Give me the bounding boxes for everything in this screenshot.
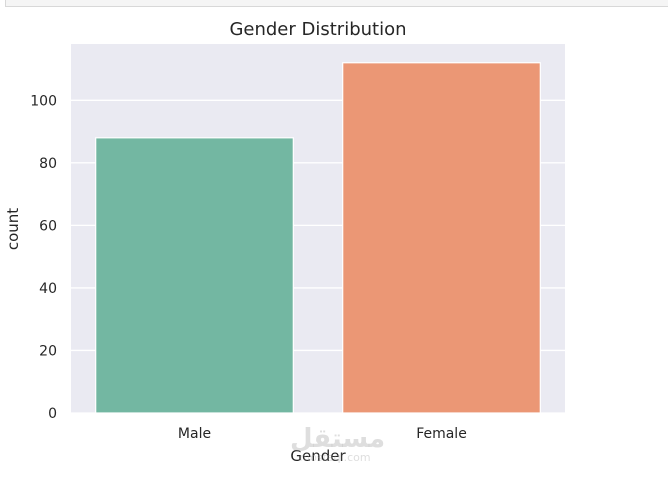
y-axis-label: count — [4, 208, 22, 250]
chart-title: Gender Distribution — [229, 19, 406, 40]
y-ticks: 0 20 40 60 80 100 — [30, 93, 57, 422]
x-ticks: Male Female — [178, 426, 467, 442]
x-tick-label: Male — [178, 426, 211, 442]
y-tick-label: 40 — [39, 281, 57, 297]
x-axis-label: Gender — [290, 447, 346, 465]
y-tick-label: 100 — [30, 93, 57, 109]
x-tick-label: Female — [416, 426, 467, 442]
y-tick-label: 60 — [39, 218, 57, 234]
bars — [95, 62, 541, 414]
bar-male — [95, 137, 294, 414]
y-tick-label: 0 — [48, 406, 57, 422]
y-tick-label: 20 — [39, 343, 57, 359]
bar-female — [342, 62, 541, 414]
y-tick-label: 80 — [39, 156, 57, 172]
top-toolbar-strip — [5, 0, 668, 7]
